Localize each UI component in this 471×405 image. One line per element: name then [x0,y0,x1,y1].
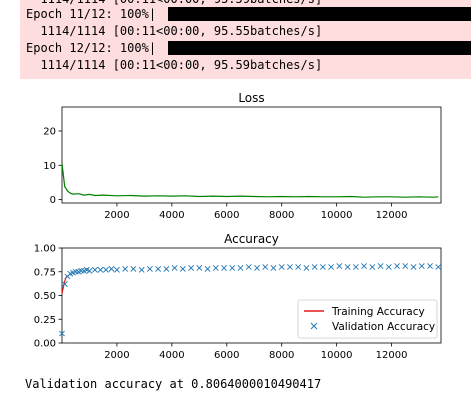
y-tick-label: 0.50 [34,291,56,302]
x-tick-label: 6000 [214,350,239,361]
stderr-line: Epoch 12/12: 100%| [26,40,156,57]
y-tick-label: 10 [43,161,56,172]
x-tick-label: 2000 [104,210,129,221]
progress-bar [168,7,471,21]
y-tick-label: 0 [50,195,56,206]
x-tick-label: 4000 [159,350,184,361]
y-tick-label: 0.75 [34,267,56,278]
y-tick-label: 0.00 [34,339,56,350]
stderr-output: 1114/1114 [00:11<00:00, 95.59batches/s] … [20,0,471,79]
legend-label: Training Accuracy [331,306,425,318]
x-tick-label: 10000 [321,350,353,361]
x-tick-label: 4000 [159,210,184,221]
x-tick-label: 12000 [376,350,408,361]
x-tick-label: 8000 [269,210,294,221]
x-tick-label: 8000 [269,350,294,361]
y-tick-label: 20 [43,127,56,138]
stderr-line: Epoch 11/12: 100%| [26,6,156,23]
chart-title: Accuracy [224,232,279,246]
stderr-line: 1114/1114 [00:11<00:00, 95.55batches/s] [26,23,322,40]
stderr-line: 1114/1114 [00:11<00:00, 95.59batches/s] [26,57,322,74]
plot-frame [62,107,441,203]
x-tick-label: 6000 [214,210,239,221]
legend-label: Validation Accuracy [332,321,435,333]
y-tick-label: 1.00 [34,244,56,255]
x-tick-label: 10000 [321,210,353,221]
output-text: Validation accuracy at 0.806400001049041… [25,376,321,393]
output-figure: Loss 2000 4000 6000 8000 10000 12000 0 10 20 Accur… [0,85,471,370]
progress-bar [168,41,471,55]
x-tick-label: 12000 [376,210,408,221]
x-tick-label: 2000 [104,350,129,361]
y-tick-label: 0.25 [34,315,56,326]
chart-title: Loss [238,91,264,105]
